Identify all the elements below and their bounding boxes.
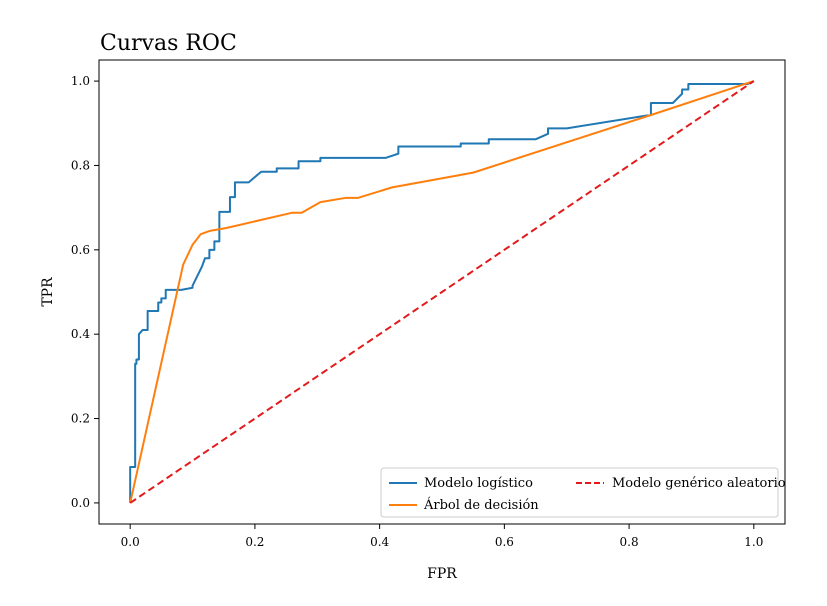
series-line-2 xyxy=(129,80,755,504)
legend-label-modelo-logistico: Modelo logístico xyxy=(424,476,533,491)
y-tick-label-0: 0.0 xyxy=(71,496,90,510)
plot-area-frame xyxy=(98,59,786,525)
legend-frame xyxy=(380,467,779,518)
x-axis-label: FPR xyxy=(427,566,457,582)
y-tick-label-3: 0.6 xyxy=(71,243,90,257)
legend-label-arbol-decision: Árbol de decisión xyxy=(423,497,539,513)
x-tick-label-3: 0.6 xyxy=(495,535,514,549)
x-tick-label-0: 0.0 xyxy=(121,535,140,549)
y-tick-label-2: 0.4 xyxy=(71,327,90,341)
y-tick-label-5: 1.0 xyxy=(71,74,90,88)
series-line-1 xyxy=(129,80,755,504)
x-tick-label-2: 0.4 xyxy=(370,535,389,549)
series-layer xyxy=(129,80,755,504)
y-tick-label-1: 0.2 xyxy=(71,412,90,426)
y-axis-label: TPR xyxy=(40,277,56,307)
x-tick-label-5: 1.0 xyxy=(744,535,763,549)
x-tick-label-1: 0.2 xyxy=(245,535,264,549)
x-tick-label-4: 0.8 xyxy=(620,535,639,549)
legend-label-modelo-aleatorio: Modelo genérico aleatorio xyxy=(612,476,786,491)
chart-title: Curvas ROC xyxy=(100,31,237,56)
y-axis-ticks: 0.0 0.2 0.4 0.6 0.8 1.0 xyxy=(71,74,99,510)
legend: Modelo logístico Árbol de decisión Model… xyxy=(380,467,786,518)
x-axis-ticks: 0.0 0.2 0.4 0.6 0.8 1.0 xyxy=(121,524,763,549)
y-tick-label-4: 0.8 xyxy=(71,158,90,172)
series-line-0 xyxy=(129,80,755,503)
